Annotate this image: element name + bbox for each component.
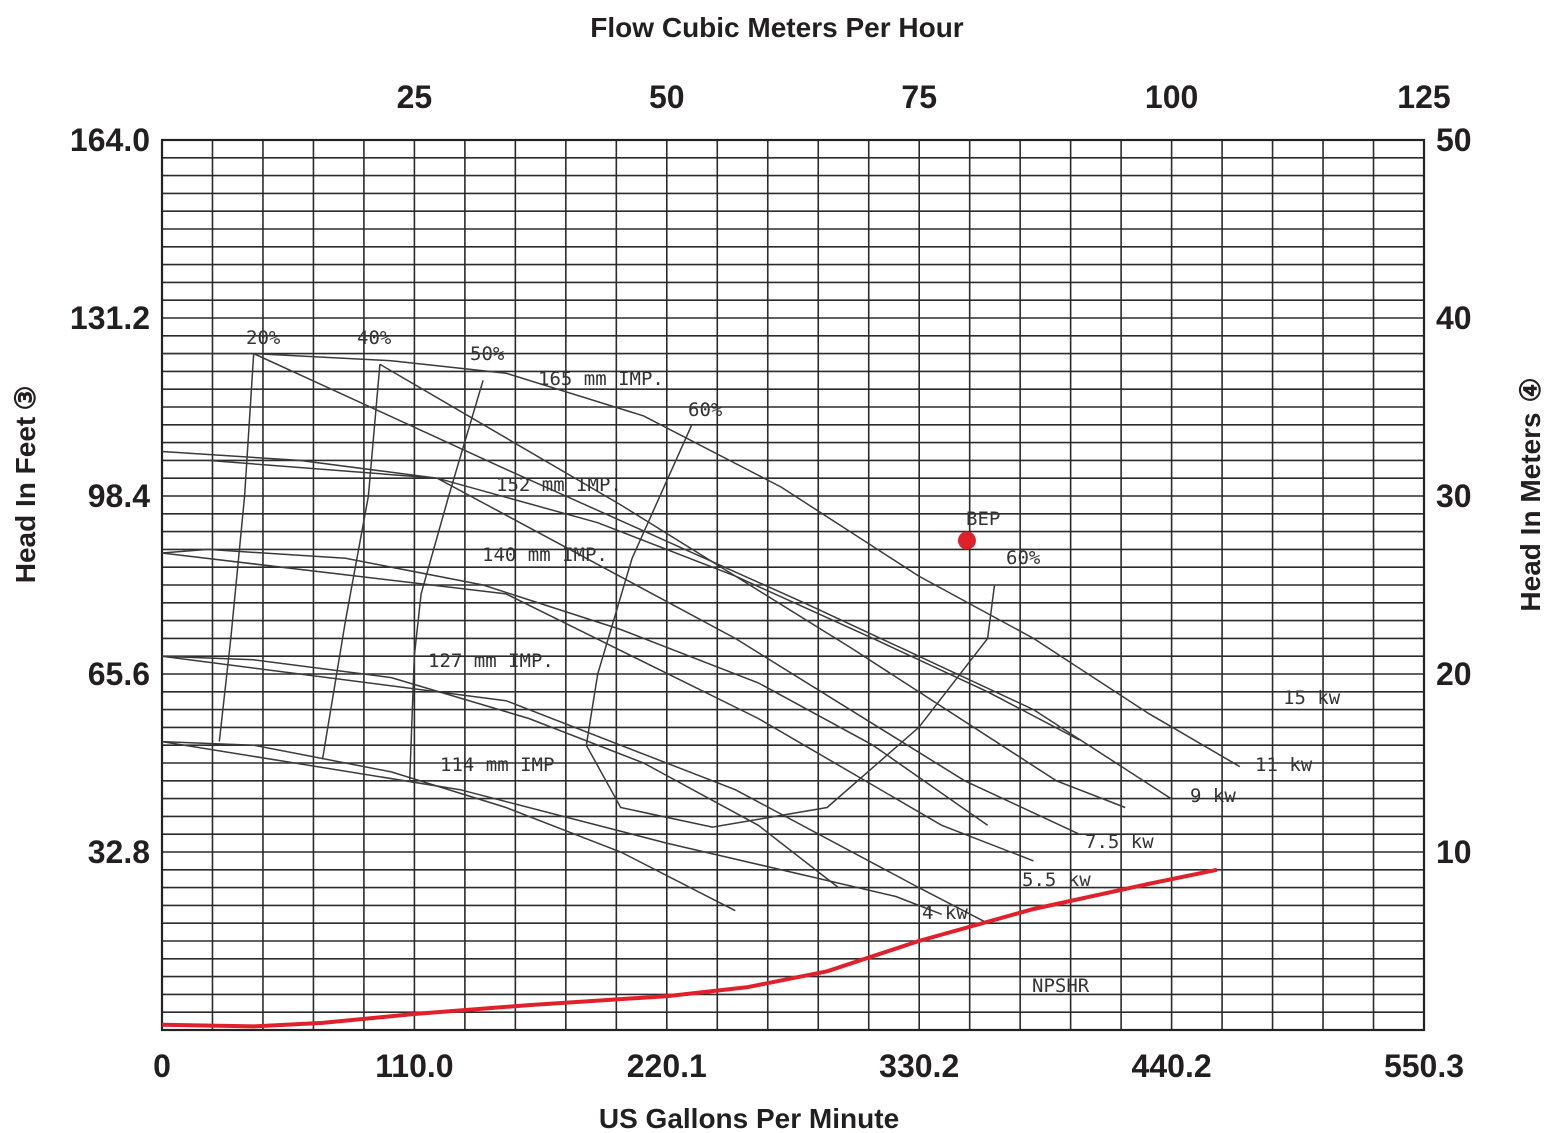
curve-label: 140 mm IMP. <box>482 544 608 566</box>
curve-label: 114 mm IMP <box>440 754 554 776</box>
y-tick-label-left: 131.2 <box>70 300 150 336</box>
power-curve <box>161 552 1034 862</box>
power-curve <box>161 655 988 924</box>
x-tick-label-bottom: 220.1 <box>627 1048 707 1084</box>
power-label: 5.5 kw <box>1022 869 1091 891</box>
plot-frame <box>160 138 1426 1032</box>
curve-label: 20% <box>246 327 281 349</box>
x-tick-label-bottom: 550.3 <box>1384 1048 1464 1084</box>
top-axis-title: Flow Cubic Meters Per Hour <box>590 12 963 43</box>
npshr-label: NPSHR <box>1032 975 1090 997</box>
x-tick-label-top: 25 <box>397 79 433 115</box>
x-tick-label-top: 75 <box>901 79 937 115</box>
efficiency-curve <box>408 380 484 781</box>
y-axis-title-left: Head In Feet <box>10 417 41 583</box>
grid <box>160 138 1426 1032</box>
power-label: 15 kw <box>1283 687 1341 709</box>
bep-label: BEP <box>966 508 1000 530</box>
y-tick-label-right: 40 <box>1436 300 1472 336</box>
y-axis-left-marker: ③ <box>10 385 41 410</box>
power-label: 9 kw <box>1190 785 1236 807</box>
y-axis-title-right: Head In Meters <box>1515 412 1546 611</box>
bep-point <box>957 531 976 550</box>
x-tick-label-top: 50 <box>649 79 685 115</box>
power-curve <box>207 459 1080 835</box>
power-label: 11 kw <box>1255 754 1313 776</box>
npshr-curve <box>161 867 1218 1029</box>
power-curve <box>379 363 1126 809</box>
x-tick-label-bottom: 0 <box>153 1048 171 1084</box>
efficiency-label-60-bep: 60% <box>1006 547 1041 569</box>
efficiency-curve <box>585 424 996 828</box>
curve-label: 127 mm IMP. <box>428 650 554 672</box>
power-curve <box>253 352 1172 800</box>
y-axis-right-marker: ④ <box>1515 377 1546 402</box>
y-tick-label-right: 30 <box>1436 478 1472 514</box>
power-label: 4 kw <box>922 902 968 924</box>
curve-label: 165 mm IMP. <box>538 368 664 390</box>
power-curve <box>161 740 942 915</box>
impeller-curve <box>161 548 989 826</box>
impeller-curve <box>161 450 1080 741</box>
x-tick-label-bottom: 110.0 <box>375 1048 453 1084</box>
y-tick-label-right: 20 <box>1436 656 1472 692</box>
power-label: 7.5 kw <box>1085 831 1154 853</box>
y-tick-label-left: 98.4 <box>88 478 150 514</box>
x-tick-label-top: 100 <box>1145 79 1198 115</box>
curve-label: 40% <box>357 327 392 349</box>
y-tick-label-right: 10 <box>1436 834 1472 870</box>
y-tick-label-left: 164.0 <box>70 122 150 158</box>
y-tick-label-left: 32.8 <box>88 834 150 870</box>
x-tick-label-bottom: 440.2 <box>1132 1048 1212 1084</box>
labels: 0 110.0 220.1 330.2 440.2 550.3 25 50 75 100 125 16… <box>70 79 1472 1084</box>
impeller-curve <box>161 740 736 912</box>
efficiency-curve <box>321 364 381 760</box>
x-tick-label-top: 125 <box>1397 79 1450 115</box>
curve-label: 60% <box>688 399 723 421</box>
impeller-curve <box>162 352 1241 768</box>
curve-label: 152 mm IMP. <box>496 474 622 496</box>
impeller-curve <box>161 655 839 889</box>
curve-label: 50% <box>470 343 505 365</box>
y-tick-label-right: 50 <box>1436 122 1472 158</box>
efficiency-curve <box>218 353 255 742</box>
y-tick-label-left: 65.6 <box>88 656 150 692</box>
x-tick-label-bottom: 330.2 <box>879 1048 959 1084</box>
x-axis-title: US Gallons Per Minute <box>599 1103 899 1133</box>
curves <box>161 352 1241 1029</box>
